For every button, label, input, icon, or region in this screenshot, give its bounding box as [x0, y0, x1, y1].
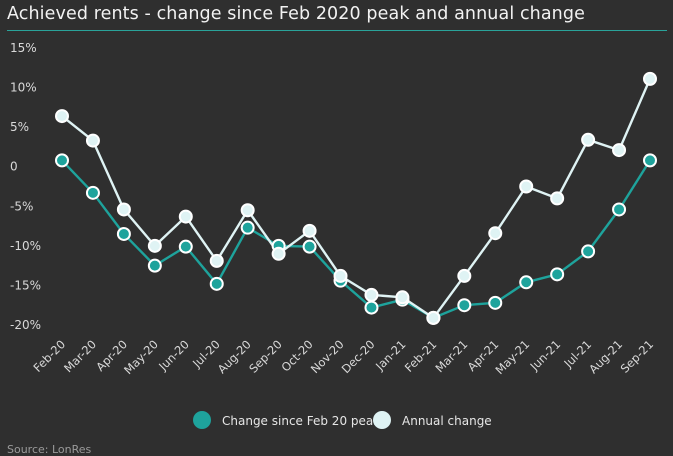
data-point-annual-change: [581, 132, 596, 147]
y-tick-label: -5%: [10, 199, 33, 213]
data-point-change-since-peak: [364, 300, 379, 315]
data-point-change-since-peak: [550, 267, 565, 282]
data-point-annual-change: [426, 310, 441, 325]
data-point-change-since-peak: [116, 226, 131, 241]
y-tick-label: -15%: [10, 278, 41, 292]
x-tick-label: Jun-21: [527, 337, 564, 374]
data-point-annual-change: [209, 253, 224, 268]
legend: Change since Feb 20 peak Annual change: [193, 411, 492, 429]
y-tick-label: 0: [10, 160, 18, 174]
data-point-change-since-peak: [240, 220, 255, 235]
data-point-annual-change: [178, 209, 193, 224]
data-point-change-since-peak: [209, 276, 224, 291]
x-tick-label: Nov-20: [308, 337, 347, 376]
data-point-annual-change: [55, 109, 69, 124]
data-point-annual-change: [147, 238, 162, 253]
y-tick-label: -10%: [10, 239, 41, 253]
series-points: [55, 71, 657, 325]
x-tick-label: May-20: [121, 337, 161, 377]
x-tick-label: Jan-21: [372, 337, 408, 373]
data-point-annual-change: [85, 133, 100, 148]
x-tick-label: Dec-20: [339, 337, 378, 376]
data-point-change-since-peak: [178, 239, 193, 254]
legend-label: Annual change: [402, 414, 492, 428]
data-point-change-since-peak: [302, 239, 317, 254]
data-point-annual-change: [116, 202, 131, 217]
y-tick-label: 5%: [10, 120, 29, 134]
y-tick-label: 10%: [10, 81, 37, 95]
data-point-change-since-peak: [612, 202, 627, 217]
legend-label: Change since Feb 20 peak: [222, 414, 380, 428]
data-point-change-since-peak: [457, 298, 472, 313]
data-point-annual-change: [519, 179, 534, 194]
x-tick-label: Mar-21: [432, 337, 470, 375]
x-tick-label: Feb-20: [31, 337, 69, 375]
x-tick-label: Aug-21: [586, 337, 625, 376]
x-tick-label: May-21: [492, 337, 532, 377]
data-point-annual-change: [271, 246, 286, 261]
data-point-annual-change: [302, 223, 317, 238]
x-tick-label: Jun-20: [155, 337, 192, 374]
data-point-annual-change: [333, 268, 348, 283]
data-point-change-since-peak: [643, 153, 657, 168]
y-tick-label: -20%: [10, 318, 41, 332]
data-point-annual-change: [457, 268, 472, 283]
source-note: Source: LonRes: [7, 443, 92, 456]
data-point-change-since-peak: [55, 153, 69, 168]
data-point-annual-change: [550, 191, 565, 206]
data-point-change-since-peak: [488, 295, 503, 310]
chart-title: Achieved rents - change since Feb 2020 p…: [7, 4, 585, 24]
x-tick-label: Mar-20: [61, 337, 99, 375]
data-point-change-since-peak: [519, 275, 534, 290]
legend-marker: [193, 411, 211, 429]
data-point-change-since-peak: [147, 258, 162, 273]
data-point-annual-change: [612, 143, 627, 158]
data-point-annual-change: [240, 203, 255, 218]
title-underline: [7, 30, 667, 31]
data-point-annual-change: [395, 290, 410, 305]
data-point-annual-change: [364, 287, 379, 302]
data-point-change-since-peak: [85, 185, 100, 200]
x-tick-label: Sep-21: [618, 337, 657, 376]
x-axis-ticks: Feb-20Mar-20Apr-20May-20Jun-20Jul-20Aug-…: [31, 337, 657, 377]
data-point-change-since-peak: [581, 244, 596, 259]
x-tick-label: Sep-20: [246, 337, 285, 376]
y-axis-ticks: 15% 10% 5% 0 -5% -10% -15% -20%: [10, 41, 41, 332]
data-point-annual-change: [488, 226, 503, 241]
legend-marker: [373, 411, 391, 429]
x-tick-label: Aug-20: [215, 337, 254, 376]
y-tick-label: 15%: [10, 41, 37, 55]
x-tick-label: Feb-21: [402, 337, 440, 375]
data-point-annual-change: [643, 71, 657, 86]
